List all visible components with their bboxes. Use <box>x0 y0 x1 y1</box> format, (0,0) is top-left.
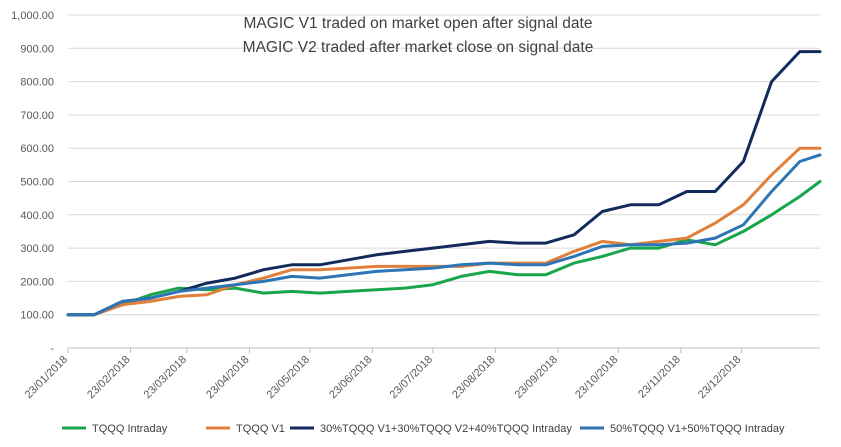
series-line-3 <box>66 50 822 317</box>
x-tick-label: 23/09/2018 <box>513 354 560 401</box>
x-tick-label: 23/03/2018 <box>142 354 189 401</box>
legend-label: TQQQ Intraday <box>92 423 168 435</box>
x-tick-label: 23/08/2018 <box>450 354 497 401</box>
y-tick-label: 300.00 <box>20 243 54 255</box>
x-tick-label: 23/04/2018 <box>204 354 251 401</box>
y-tick-label: 1,000.00 <box>11 10 54 22</box>
annotation-line-2: MAGIC V2 traded after market close on si… <box>243 39 594 56</box>
y-tick-label: - <box>50 343 54 355</box>
y-tick-label: 200.00 <box>20 276 54 288</box>
x-tick-label: 23/12/2018 <box>696 354 743 401</box>
series-line-4 <box>66 153 822 317</box>
y-tick-label: 100.00 <box>20 310 54 322</box>
x-tick-label: 23/05/2018 <box>265 354 312 401</box>
legend-label: 30%TQQQ V1+30%TQQQ V2+40%TQQQ Intraday <box>320 423 572 435</box>
y-axis-ticks: - 100.00 200.00 300.00 400.00 500.00 600.00 700… <box>11 10 54 355</box>
y-tick-label: 800.00 <box>20 77 54 89</box>
gridlines <box>68 14 820 349</box>
y-tick-label: 600.00 <box>20 143 54 155</box>
x-tick-label: 23/11/2018 <box>636 354 683 401</box>
annotation-line-1: MAGIC V1 traded on market open after sig… <box>244 15 593 32</box>
legend: TQQQ Intraday TQQQ V1 30%TQQQ V1+30%TQQQ V… <box>62 423 785 435</box>
series-lines <box>66 50 822 317</box>
x-tick-label: 23/07/2018 <box>388 354 435 401</box>
legend-label: 50%TQQQ V1+50%TQQQ Intraday <box>610 423 785 435</box>
x-tick-label: 23/10/2018 <box>573 354 620 401</box>
x-tick-label: 23/02/2018 <box>85 354 132 401</box>
y-tick-label: 700.00 <box>20 110 54 122</box>
x-tick-label: 23/01/2018 <box>23 354 70 401</box>
x-tick-label: 23/06/2018 <box>327 354 374 401</box>
x-axis-ticks: 23/01/2018 23/02/2018 23/03/2018 23/04/2018… <box>23 348 743 401</box>
y-tick-label: 400.00 <box>20 210 54 222</box>
y-tick-label: 900.00 <box>20 43 54 55</box>
legend-label: TQQQ V1 <box>236 423 285 435</box>
y-tick-label: 500.00 <box>20 177 54 189</box>
